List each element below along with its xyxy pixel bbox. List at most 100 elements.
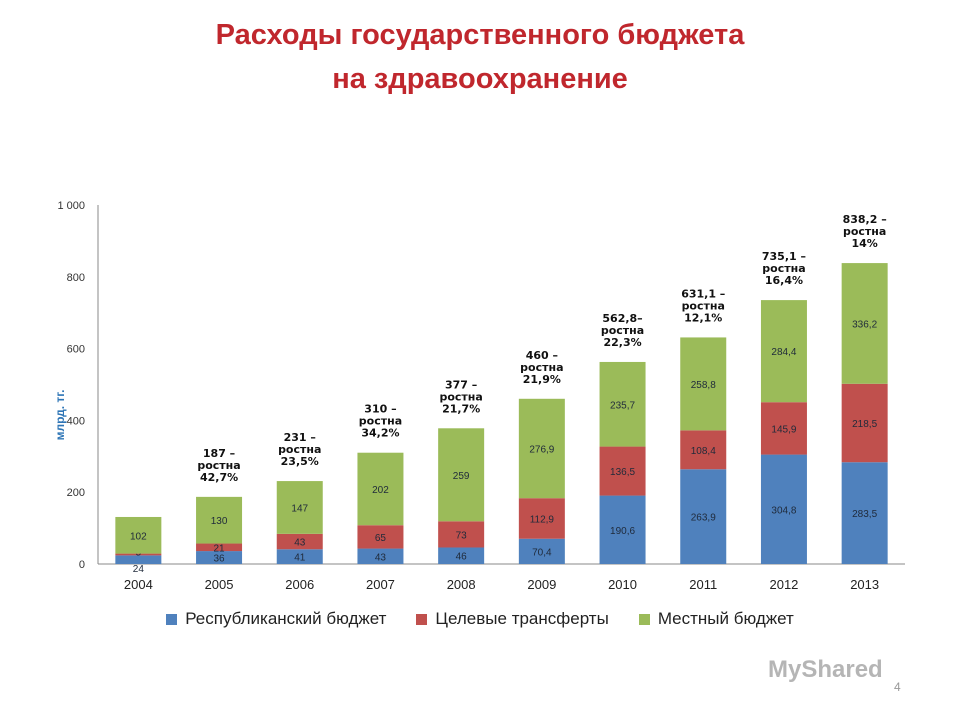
total-annotation: 23,5% (281, 455, 319, 468)
data-label: 65 (375, 533, 387, 544)
bar-segment (518, 498, 565, 539)
legend-swatch (638, 613, 650, 625)
data-label: 46 (456, 552, 468, 563)
total-annotation: 631,1 – (681, 287, 725, 300)
page-number: 4 (894, 680, 901, 694)
total-annotation: ростна (682, 299, 725, 312)
x-tick-label: 2011 (689, 577, 717, 592)
total-annotation: ростна (359, 415, 402, 428)
total-annotation: 310 – (364, 403, 396, 416)
total-annotation: 42,7% (200, 471, 238, 484)
x-tick-label: 2009 (527, 577, 556, 592)
total-annotation: ростна (520, 361, 563, 374)
data-label: 36 (213, 554, 225, 565)
y-tick-label: 800 (67, 272, 85, 284)
legend-swatch (166, 613, 178, 625)
data-label: 108,4 (691, 446, 716, 457)
data-label: 235,7 (610, 400, 635, 411)
legend-item-transfers: Целевые трансферты (416, 609, 609, 629)
data-label: 284,4 (771, 347, 796, 358)
total-annotation: 16,4% (765, 274, 803, 287)
data-label: 263,9 (691, 513, 716, 524)
bar-segment (115, 553, 162, 556)
data-label: 147 (291, 503, 308, 514)
y-tick-label: 400 (67, 415, 85, 427)
legend-label: Целевые трансферты (435, 609, 609, 628)
total-annotation: 377 – (445, 378, 477, 391)
chart-title-line2: на здравоохранение (332, 63, 628, 95)
bar-segment (276, 533, 323, 550)
y-tick-label: 600 (67, 344, 85, 356)
data-label: 190,6 (610, 526, 635, 537)
total-annotation: 22,3% (603, 336, 641, 349)
bar-segment (438, 521, 485, 548)
total-annotation: 21,7% (442, 402, 480, 415)
data-label: 130 (211, 516, 228, 527)
bar-segment (115, 555, 162, 564)
y-tick-label: 1 000 (57, 200, 85, 212)
bar-segment (196, 551, 243, 564)
watermark-logo: MyShared (768, 656, 883, 683)
x-tick-label: 2006 (285, 577, 314, 592)
total-annotation: ростна (439, 390, 482, 403)
total-annotation: 187 – (203, 447, 235, 460)
legend-swatch (416, 613, 428, 625)
bar-segment (196, 496, 243, 544)
legend-item-republican: Республиканский бюджет (166, 609, 386, 629)
legend-label: Местный бюджет (657, 609, 794, 628)
bar-segment (357, 548, 404, 564)
total-annotation: 735,1 – (762, 250, 806, 263)
data-label: 112,9 (530, 514, 555, 525)
data-label: 283,5 (852, 509, 877, 520)
data-label: 43 (294, 538, 306, 549)
legend: Республиканский бюджет Целевые трансферт… (0, 609, 960, 629)
bar-segment (196, 543, 243, 552)
bar-segment (438, 547, 485, 564)
total-annotation: 562,8– (602, 312, 642, 325)
total-annotation: ростна (601, 324, 644, 337)
x-tick-label: 2004 (124, 577, 153, 592)
bar-segment (357, 452, 404, 526)
bar-segment (276, 549, 323, 564)
y-tick-label: 200 (67, 487, 85, 499)
legend-label: Республиканский бюджет (185, 609, 387, 628)
total-annotation: ростна (762, 262, 805, 275)
chart-title-line1: Расходы государственного бюджета (215, 19, 745, 51)
data-label: 276,9 (529, 444, 554, 455)
legend-item-local: Местный бюджет (638, 609, 794, 629)
bar-segment (599, 446, 646, 496)
bar-segment (841, 263, 888, 384)
bar-segment (518, 538, 565, 564)
total-annotation: 231 – (284, 431, 316, 444)
x-tick-label: 2007 (366, 577, 395, 592)
bar-segment (760, 300, 807, 403)
total-annotation: 21,9% (523, 373, 561, 386)
bar-segment (599, 361, 646, 447)
data-label: 21 (213, 543, 225, 554)
bar-segment (680, 469, 727, 564)
x-tick-label: 2013 (850, 577, 879, 592)
bar-segment (115, 516, 162, 554)
bar-segment (760, 402, 807, 455)
data-label: 304,8 (771, 505, 796, 516)
data-label: 70,4 (532, 547, 552, 558)
bar-segment (276, 481, 323, 534)
bar-segment (841, 462, 888, 564)
bar-segment (518, 398, 565, 499)
total-annotation: 838,2 – (843, 213, 887, 226)
bar-segment (680, 337, 727, 431)
y-tick-label: 0 (79, 559, 85, 571)
x-tick-label: 2012 (769, 577, 798, 592)
total-annotation: ростна (843, 225, 886, 238)
x-tick-label: 2005 (205, 577, 234, 592)
total-annotation: ростна (197, 459, 240, 472)
bar-segment (599, 495, 646, 564)
data-label: 145,9 (771, 424, 796, 435)
data-label: 136,5 (610, 467, 635, 478)
data-label: 259 (453, 471, 470, 482)
bar-segment (357, 525, 404, 549)
data-label: 43 (375, 552, 387, 563)
data-label: 73 (456, 530, 468, 541)
total-annotation: 14% (851, 237, 877, 250)
